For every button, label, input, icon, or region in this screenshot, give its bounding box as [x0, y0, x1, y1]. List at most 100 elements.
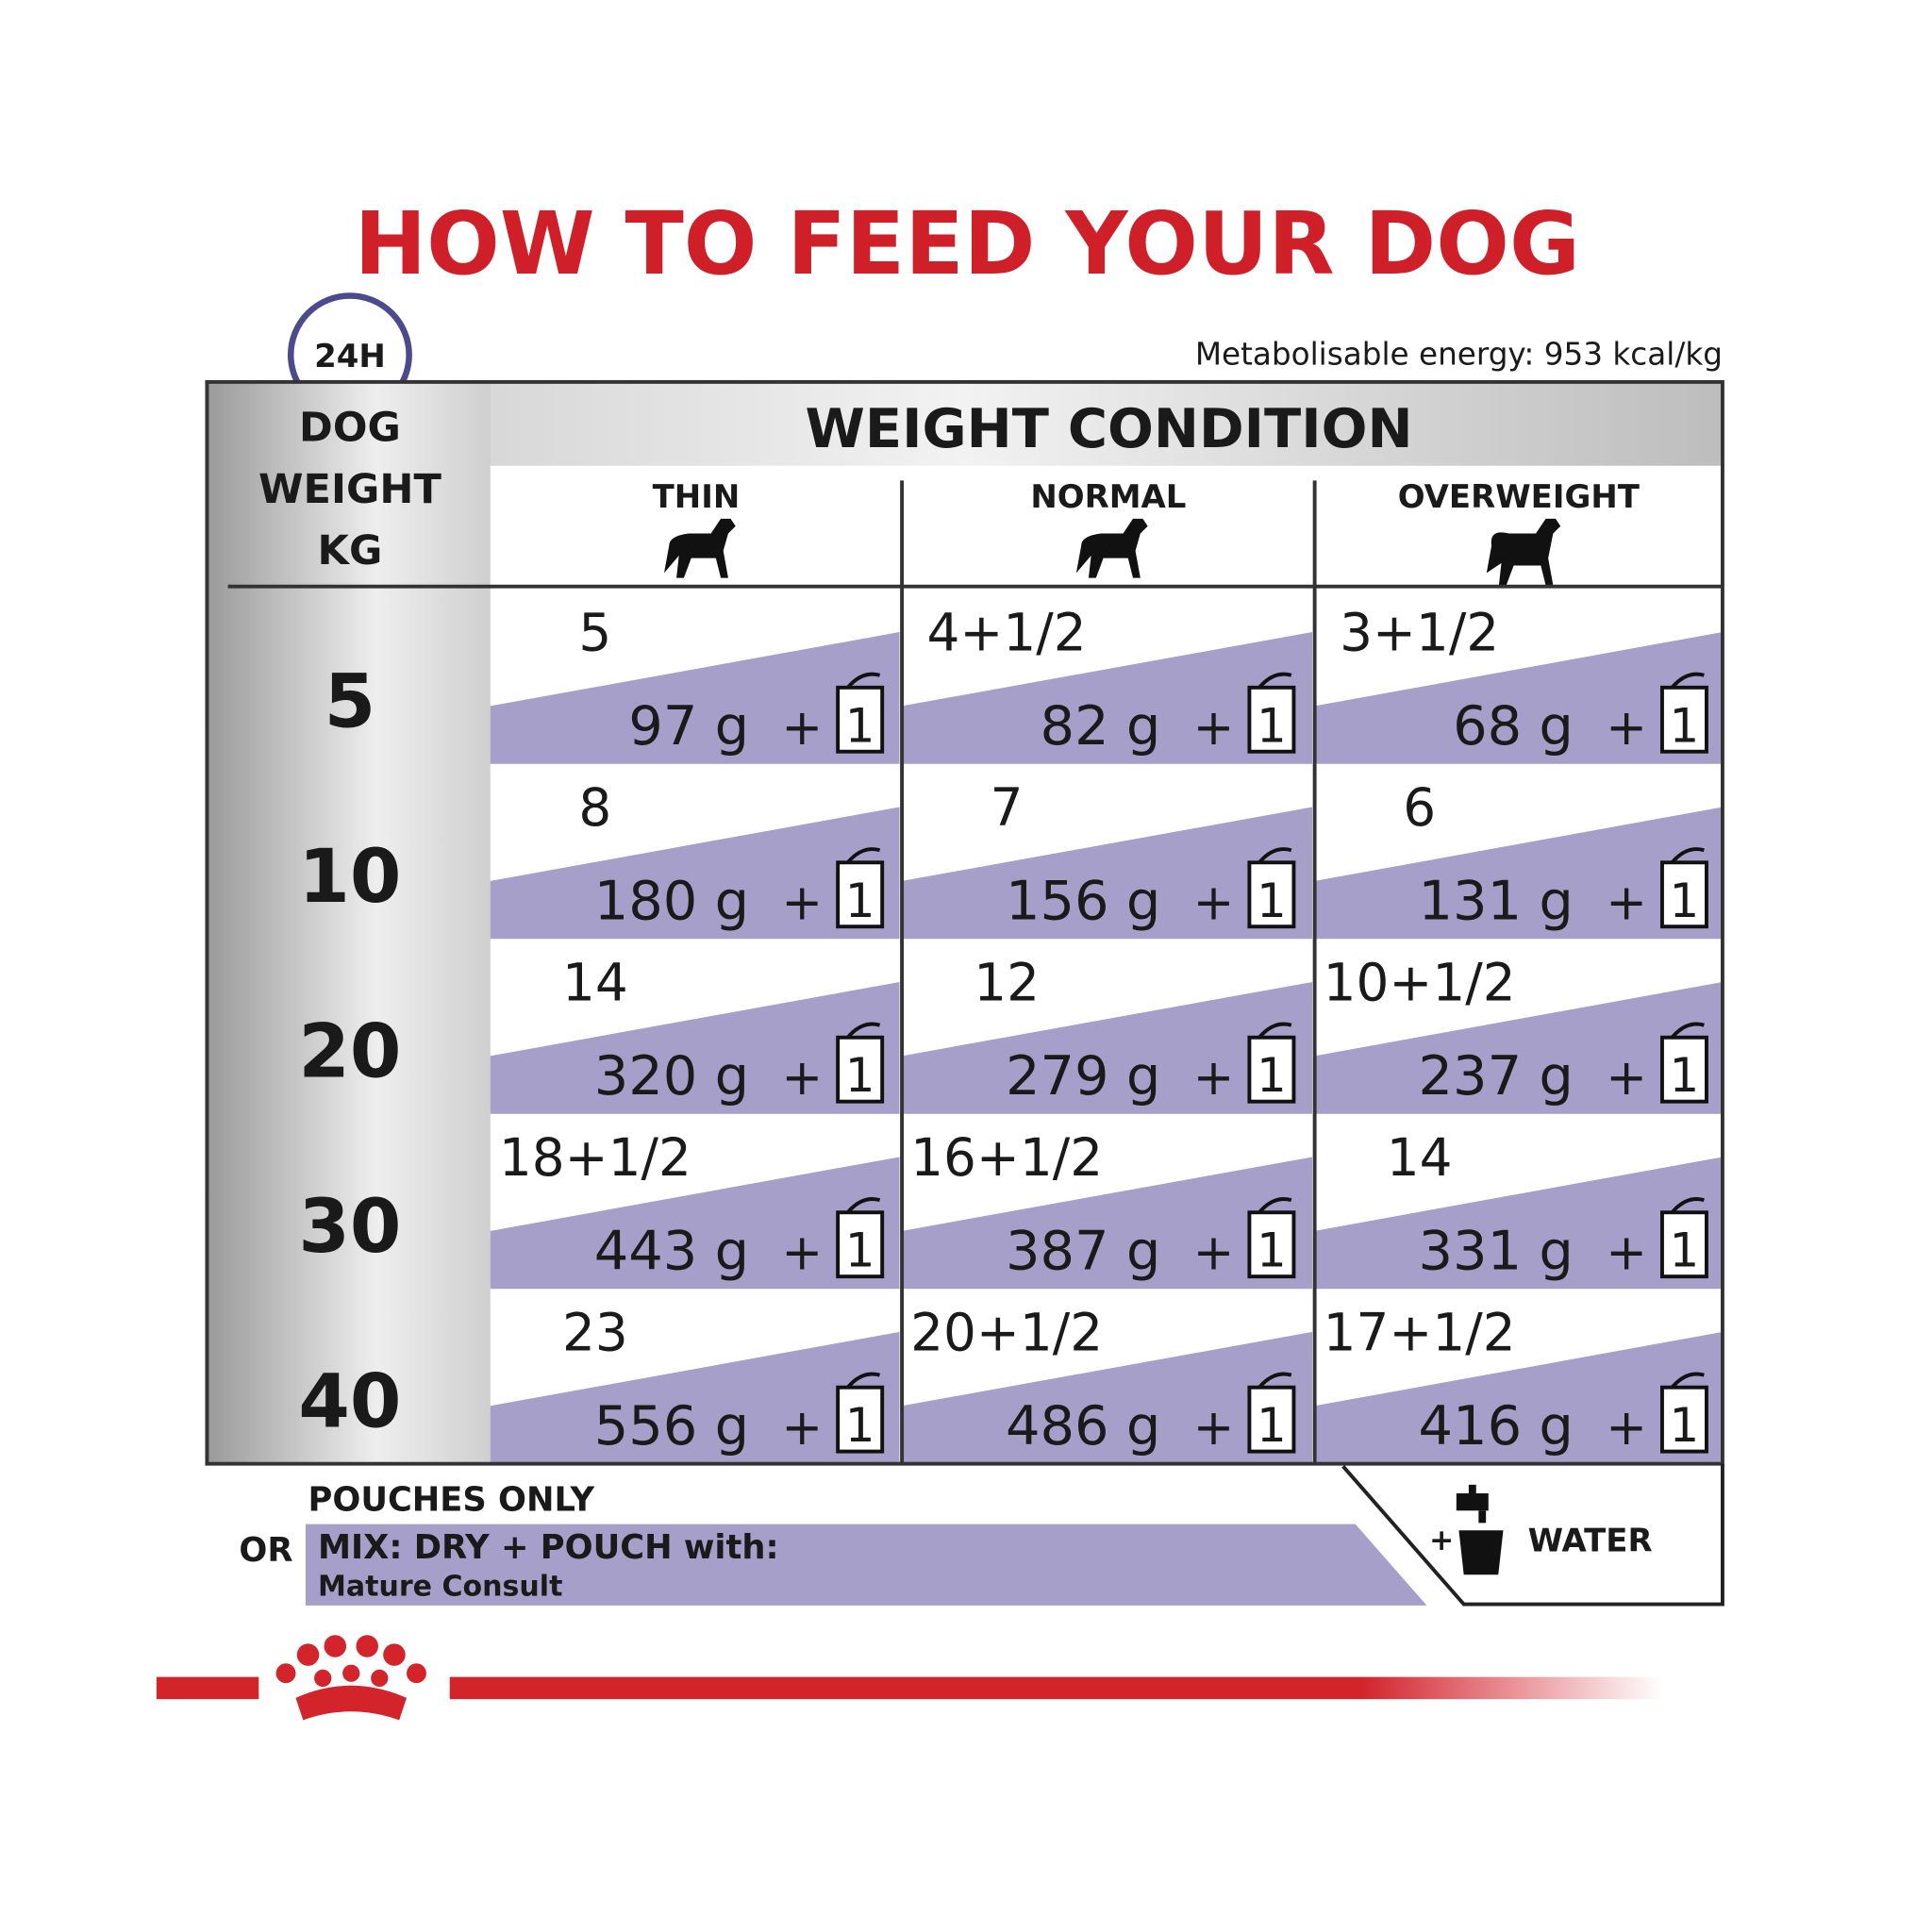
pouch-amount: 23 [562, 1303, 628, 1363]
grams: 387 g [1006, 1219, 1160, 1282]
table-border [205, 379, 1724, 1466]
pouch-top [846, 672, 881, 690]
weight-column [207, 381, 491, 1464]
pouch-icon [1660, 685, 1708, 754]
pouch-icon [1247, 1385, 1296, 1454]
pouch-top [1670, 672, 1705, 690]
grams: 279 g [1006, 1044, 1160, 1108]
or: OR [239, 1531, 292, 1570]
pouch-amount: 6 [1403, 777, 1436, 838]
pouch-count: 1 [1670, 1048, 1700, 1103]
dog-weight: 5 [325, 659, 376, 745]
pouch-amount: 5 [578, 603, 611, 663]
pouch-top [1257, 847, 1292, 864]
pouch-icon [1247, 860, 1296, 929]
pouch-count: 1 [1257, 1398, 1287, 1453]
pouch-amount: 10+1/2 [1324, 953, 1516, 1013]
grams: 97 g [628, 694, 749, 758]
plus: + [781, 1050, 823, 1107]
plus: + [1606, 874, 1647, 931]
pouch-icon [1660, 1035, 1708, 1104]
column-label: OVERWEIGHT [1398, 478, 1640, 516]
pouch-count: 1 [845, 1398, 875, 1453]
ration-band [490, 632, 900, 764]
dog-weight: 10 [298, 834, 401, 920]
weight-label: DOG [299, 405, 401, 452]
pouch-icon [836, 1210, 885, 1279]
pouch-icon [1247, 1210, 1296, 1279]
pouch-icon [1247, 685, 1296, 754]
pouch-count: 1 [1257, 1224, 1287, 1278]
condition-title: WEIGHT CONDITION [805, 397, 1412, 460]
pouch-icon [836, 860, 885, 929]
pouch-count: 1 [1670, 698, 1700, 753]
ration-band [902, 1157, 1313, 1290]
weight-label: WEIGHT [258, 466, 441, 513]
crown-logo [275, 1635, 426, 1721]
plus: + [781, 1224, 823, 1281]
water-plus: + [1429, 1524, 1454, 1557]
dog-icon [664, 518, 736, 578]
pouch-amount: 12 [974, 953, 1040, 1013]
pouch-count: 1 [845, 698, 875, 753]
pouches-only: POUCHES ONLY [308, 1480, 595, 1519]
column-label: THIN [653, 478, 741, 516]
title: HOW TO FEED YOUR DOG [355, 193, 1580, 294]
plus: + [781, 700, 823, 757]
pouch-amount: 20+1/2 [910, 1303, 1103, 1363]
pouch-icon [836, 1035, 885, 1104]
ration-band [490, 1157, 900, 1290]
dog-icon [1486, 518, 1561, 586]
pouch-count: 1 [1257, 1048, 1287, 1103]
pouch-icon [1660, 860, 1708, 929]
pouch-count: 1 [1257, 698, 1287, 753]
pouch-amount: 18+1/2 [499, 1127, 691, 1188]
pouch-amount: 14 [562, 953, 628, 1013]
grams: 320 g [594, 1044, 749, 1108]
plus: + [1193, 700, 1235, 757]
pouch-icon [836, 685, 885, 754]
column-label: NORMAL [1030, 478, 1186, 516]
dog-weight: 40 [298, 1358, 401, 1444]
pouch-top [1257, 1022, 1292, 1040]
pouch-top [1670, 1197, 1705, 1214]
grams: 237 g [1419, 1044, 1574, 1108]
mix: MIX: DRY + POUCH with: [318, 1528, 779, 1567]
ration-band [902, 632, 1313, 764]
pouch-count: 1 [845, 1048, 875, 1103]
pouch-top [1257, 672, 1292, 690]
ration-band [902, 981, 1313, 1114]
pouch-icon [1660, 1210, 1708, 1279]
pouch-count: 1 [845, 1224, 875, 1278]
plus: + [1193, 1224, 1235, 1281]
grams: 556 g [594, 1394, 749, 1457]
pouch-top [846, 1372, 881, 1390]
ration-band [902, 807, 1313, 940]
plus: + [781, 1400, 823, 1457]
pouch-amount: 8 [578, 777, 611, 838]
mix-band [305, 1524, 1427, 1606]
plus: + [1606, 1224, 1647, 1281]
ration-band [1314, 807, 1723, 940]
pouch-amount: 7 [991, 777, 1024, 838]
grams: 180 g [594, 869, 749, 932]
ration-band [490, 1331, 900, 1464]
product: Mature Consult [318, 1570, 562, 1603]
pouch-count: 1 [1670, 1224, 1700, 1278]
ration-band [1314, 632, 1723, 764]
grams: 131 g [1419, 869, 1574, 932]
badge: 24H [314, 338, 386, 375]
grams: 331 g [1419, 1219, 1574, 1282]
pouch-count: 1 [1257, 874, 1287, 928]
pouch-top [846, 847, 881, 864]
energy: Metabolisable energy: 953 kcal/kg [1195, 337, 1723, 373]
dog-weight: 30 [298, 1184, 401, 1270]
pouch-top [846, 1197, 881, 1214]
ration-band [902, 1331, 1313, 1464]
grams: 82 g [1041, 694, 1161, 758]
pouch-amount: 16+1/2 [910, 1127, 1103, 1188]
pouch-count: 1 [1670, 874, 1700, 928]
pouch-top [1670, 1022, 1705, 1040]
pouch-top [1670, 847, 1705, 864]
